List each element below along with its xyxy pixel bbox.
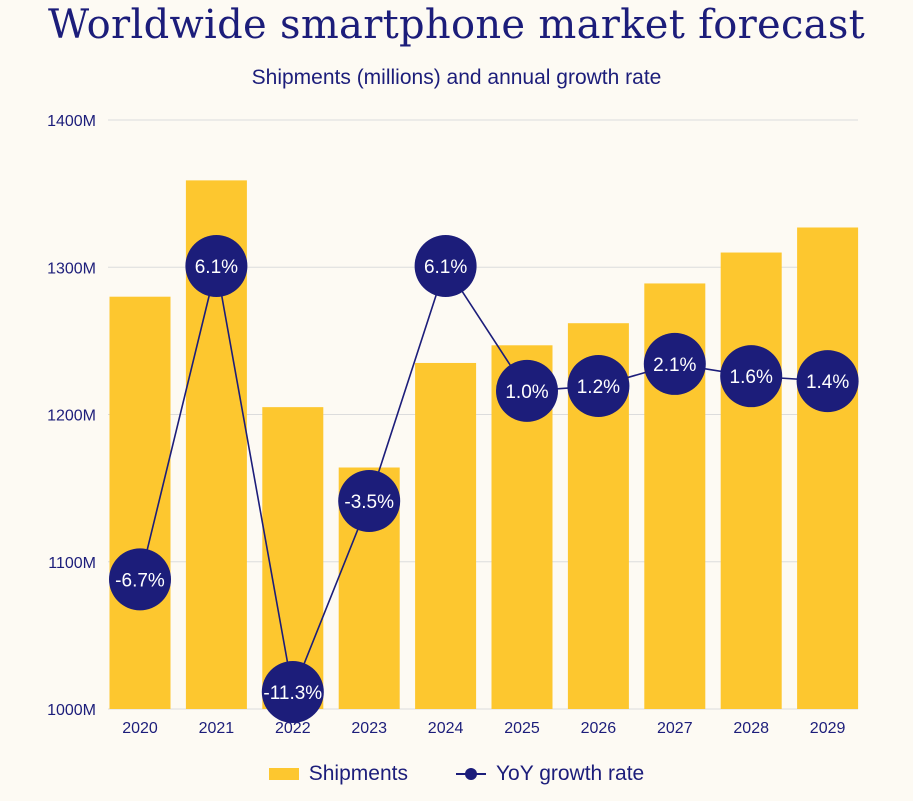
y-tick-label: 1100M xyxy=(48,555,96,572)
growth-point xyxy=(567,354,630,417)
x-tick-label: 2029 xyxy=(810,720,846,737)
x-tick-label: 2023 xyxy=(351,720,387,737)
growth-data-label: 1.0% xyxy=(505,382,548,403)
bar xyxy=(109,296,171,709)
growth-data-label: 6.1% xyxy=(195,257,238,278)
legend-item-growth: YoY growth rate xyxy=(455,762,645,786)
growth-point xyxy=(496,359,558,422)
growth-point xyxy=(338,470,401,533)
legend: Shipments YoY growth rate xyxy=(0,762,913,786)
chart-subtitle: Shipments (millions) and annual growth r… xyxy=(251,66,662,89)
y-tick-label: 1200M xyxy=(47,408,96,425)
y-tick-label: 1400M xyxy=(47,113,96,130)
growth-point xyxy=(414,235,477,297)
x-tick-label: 2022 xyxy=(275,720,311,737)
legend-bar-swatch xyxy=(268,768,299,780)
growth-point xyxy=(185,235,248,297)
growth-data-label: 1.6% xyxy=(730,367,773,388)
x-tick-label: 2020 xyxy=(122,720,158,737)
growth-point xyxy=(109,548,171,611)
bar xyxy=(415,362,477,709)
growth-data-label: 1.2% xyxy=(577,377,620,398)
legend-label-shipments: Shipments xyxy=(308,762,408,785)
x-tick-label: 2027 xyxy=(657,720,693,737)
y-tick-label: 1000M xyxy=(47,702,96,719)
bar xyxy=(262,407,324,709)
growth-data-label: -11.3% xyxy=(263,683,322,704)
growth-data-label: 2.1% xyxy=(653,355,696,376)
growth-point xyxy=(720,345,783,408)
growth-data-label: 6.1% xyxy=(424,257,467,278)
growth-data-label: -6.7% xyxy=(115,570,165,591)
x-tick-label: 2028 xyxy=(733,720,769,737)
x-tick-label: 2026 xyxy=(581,720,617,737)
bar xyxy=(797,227,859,709)
legend-item-shipments: Shipments xyxy=(268,762,408,786)
growth-point xyxy=(796,350,859,413)
x-tick-label: 2021 xyxy=(199,720,235,737)
growth-point xyxy=(261,661,324,723)
legend-label-growth: YoY growth rate xyxy=(495,762,645,785)
growth-line xyxy=(139,264,828,695)
growth-point xyxy=(643,332,706,395)
growth-data-label: 1.4% xyxy=(806,372,849,393)
growth-data-label: -3.5% xyxy=(344,492,394,513)
x-tick-label: 2025 xyxy=(504,720,540,737)
x-tick-label: 2024 xyxy=(428,720,464,737)
chart-title: Worldwide smartphone market forecast xyxy=(47,2,866,48)
legend-line-swatch xyxy=(455,767,486,781)
y-tick-label: 1300M xyxy=(47,260,96,277)
bar xyxy=(720,252,782,709)
